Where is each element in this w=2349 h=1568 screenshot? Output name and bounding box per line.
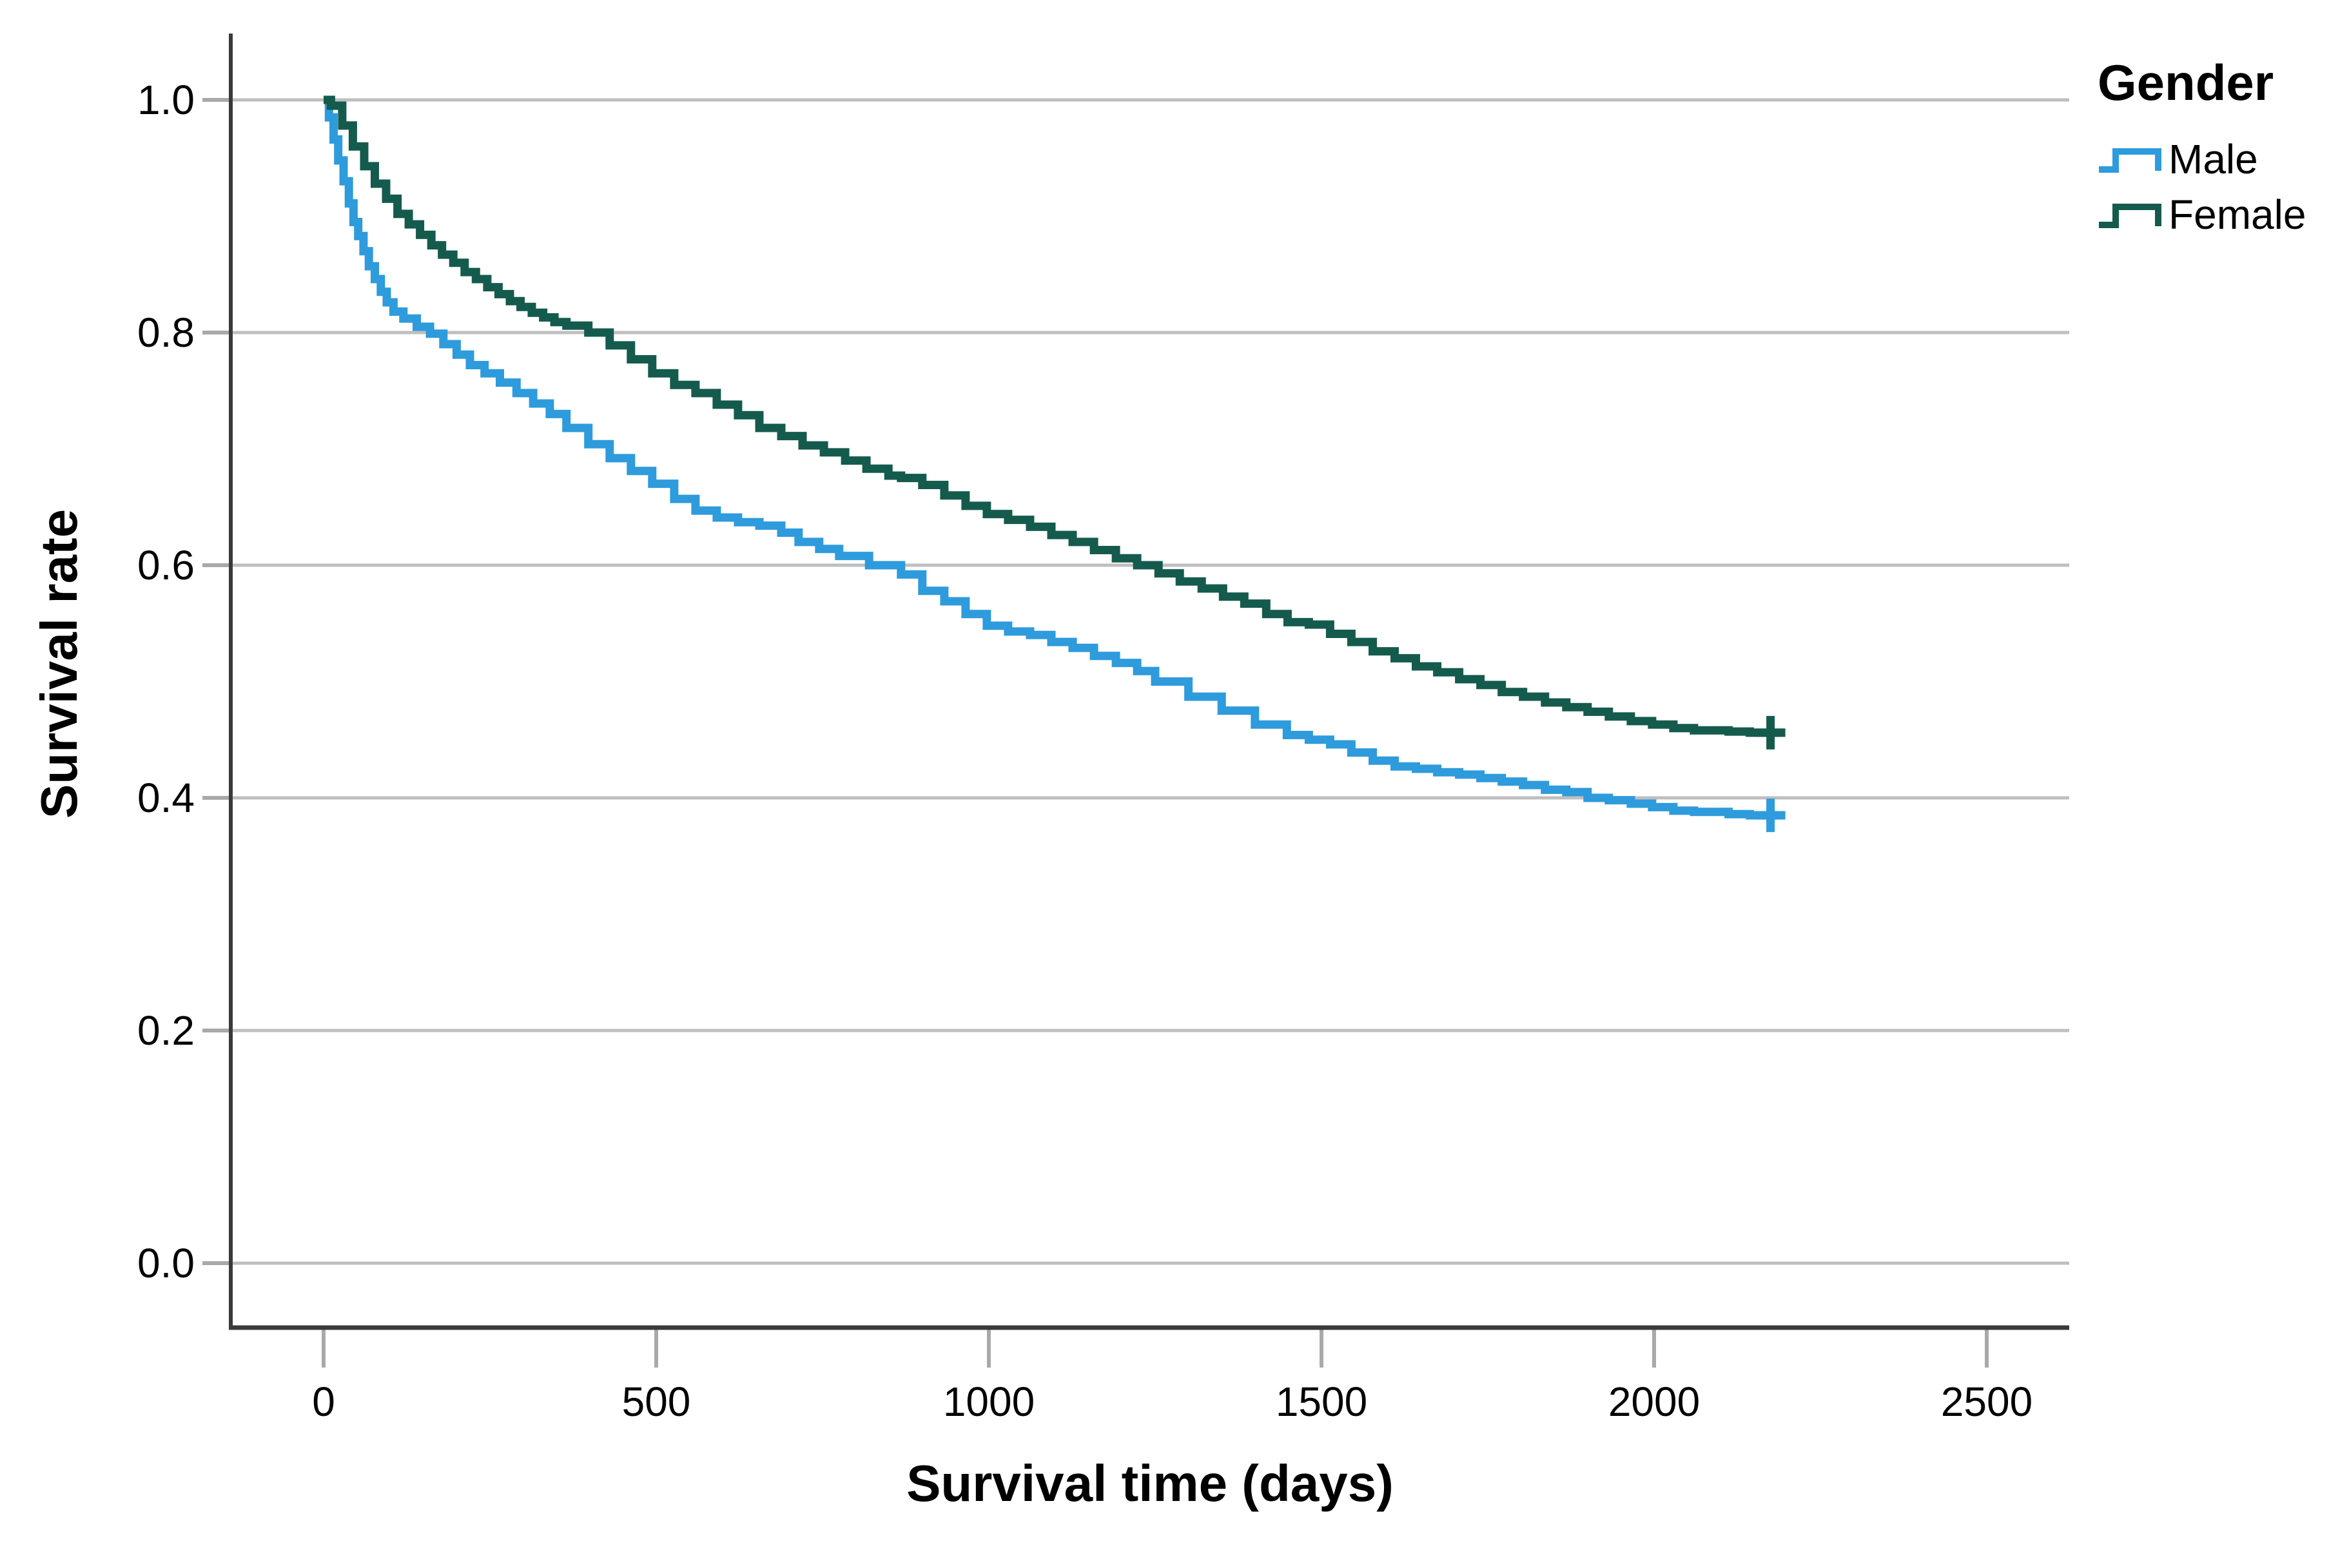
x-tick-label: 2000: [1608, 1379, 1701, 1425]
legend-step-line-icon-female: [2099, 204, 2161, 228]
legend-step-line-icon-male: [2099, 148, 2161, 173]
x-tick-label: 1500: [1275, 1379, 1368, 1425]
y-tick-label: 0.0: [137, 1240, 195, 1286]
y-axis-title: Survival rate: [30, 508, 88, 819]
x-tick-label: 0: [312, 1379, 335, 1425]
y-tick-label: 0.8: [137, 309, 195, 356]
x-tick-label: 2500: [1940, 1379, 2033, 1425]
x-tick-label: 500: [621, 1379, 691, 1425]
legend-title: Gender: [2098, 54, 2274, 111]
x-axis-title: Survival time (days): [906, 1455, 1394, 1512]
legend-label-female: Female: [2169, 191, 2306, 238]
legend-label-male: Male: [2169, 136, 2258, 182]
y-tick-label: 0.6: [137, 542, 195, 588]
y-tick-label: 0.2: [137, 1007, 195, 1054]
x-tick-label: 1000: [942, 1379, 1035, 1425]
survival-curve-female: [324, 95, 1785, 737]
survival-curve-male: [324, 95, 1785, 820]
y-tick-label: 0.4: [137, 775, 195, 821]
y-tick-label: 1.0: [137, 77, 195, 123]
